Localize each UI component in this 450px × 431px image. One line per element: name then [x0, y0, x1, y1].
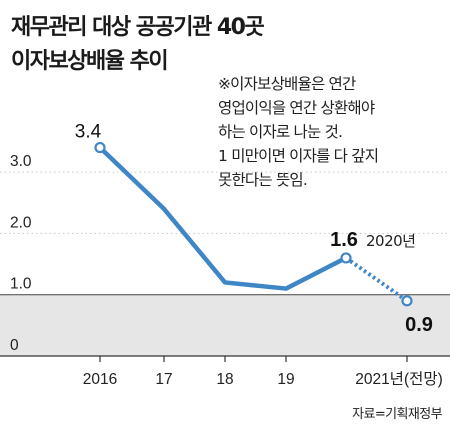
y-tick-label-0: 0 [10, 337, 19, 354]
source-credit: 자료=기획재정부 [352, 407, 442, 422]
x-tick-label-2: 18 [216, 371, 233, 388]
x-tick-label-0: 2016 [83, 371, 117, 388]
data-label-2020: 1.6 [330, 229, 358, 251]
data-point-2016 [94, 141, 106, 154]
x-tick-label-1: 17 [155, 371, 172, 388]
data-label-2021: 0.9 [405, 314, 433, 336]
footnote-line-4: 1 미만이면 이자를 다 갚지 [218, 147, 379, 165]
x-tick-label-3: 19 [277, 371, 294, 388]
series-forecast-line [344, 256, 409, 303]
data-point-2021 [401, 295, 413, 307]
title-line-1: 재무관리 대상 공공기관 40곳 [11, 15, 265, 40]
footnote-line-2: 영업이익을 연간 상환해야 [218, 99, 375, 117]
data-label-2016: 3.4 [75, 122, 102, 143]
y-tick-label-1: 1.0 [10, 276, 32, 293]
data-point-2020 [340, 252, 352, 264]
footnote-line-3: 하는 이자로 나눈 것. [218, 123, 343, 141]
x-tick-label-4: 2021년(전망) [355, 370, 443, 388]
footnote-line-1: ※이자보상배율은 연간 [218, 75, 356, 93]
below-one-shade [0, 294, 450, 356]
footnote: ※이자보상배율은 연간 영업이익을 연간 상환해야 하는 이자로 나눈 것. 1… [218, 72, 379, 192]
y-tick-label-2: 2.0 [10, 214, 32, 231]
y-tick-label-3: 3.0 [10, 153, 32, 170]
footnote-line-5: 못한다는 뜻임. [218, 171, 308, 189]
chart-title: 재무관리 대상 공공기관 40곳 이자보상배율 추이 [11, 11, 265, 79]
title-line-2: 이자보상배율 추이 [11, 49, 169, 74]
data-label-2020-year: 2020년 [366, 232, 415, 250]
series-line [97, 145, 349, 291]
